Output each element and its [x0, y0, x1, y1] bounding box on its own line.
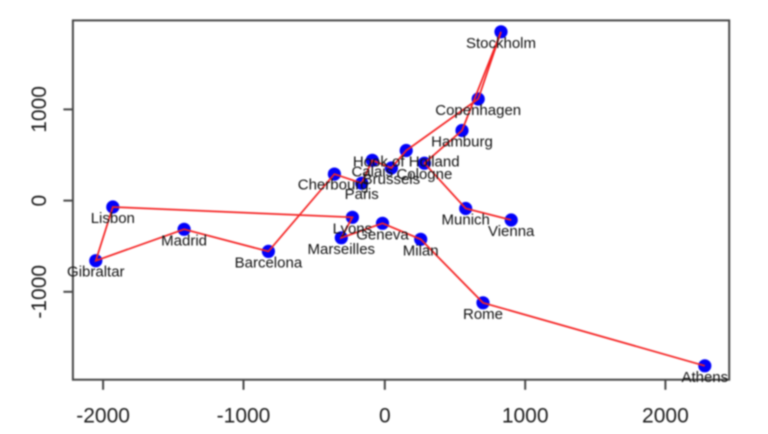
svg-text:Athens: Athens [681, 369, 728, 386]
svg-text:Copenhagen: Copenhagen [435, 102, 521, 119]
svg-text:1000: 1000 [502, 404, 549, 427]
svg-text:Paris: Paris [345, 186, 379, 203]
svg-text:Hamburg: Hamburg [431, 134, 493, 151]
svg-text:Lyons: Lyons [333, 220, 372, 237]
svg-text:-1000: -1000 [217, 404, 271, 427]
svg-text:Stockholm: Stockholm [466, 35, 536, 52]
svg-text:2000: 2000 [642, 404, 689, 427]
svg-text:Gibraltar: Gibraltar [67, 264, 125, 281]
svg-text:Vienna: Vienna [488, 223, 535, 240]
svg-text:Barcelona: Barcelona [235, 254, 303, 271]
svg-text:1000: 1000 [28, 86, 51, 133]
svg-text:Calais: Calais [351, 163, 393, 180]
svg-text:Rome: Rome [463, 306, 503, 323]
svg-text:Madrid: Madrid [161, 232, 207, 249]
svg-text:Hook of Holland: Hook of Holland [353, 154, 460, 171]
svg-text:-2000: -2000 [76, 404, 130, 427]
svg-text:Brussels: Brussels [363, 171, 421, 188]
svg-text:Marseilles: Marseilles [308, 241, 376, 258]
svg-text:0: 0 [28, 195, 51, 207]
svg-text:Lisbon: Lisbon [91, 210, 135, 227]
svg-text:Cologne: Cologne [396, 166, 452, 183]
svg-text:-1000: -1000 [28, 265, 51, 319]
svg-text:0: 0 [379, 404, 391, 427]
svg-text:Geneva: Geneva [356, 226, 409, 243]
svg-text:Munich: Munich [442, 212, 490, 229]
svg-text:Milan: Milan [403, 242, 439, 259]
svg-text:Cherbourg: Cherbourg [298, 177, 369, 194]
